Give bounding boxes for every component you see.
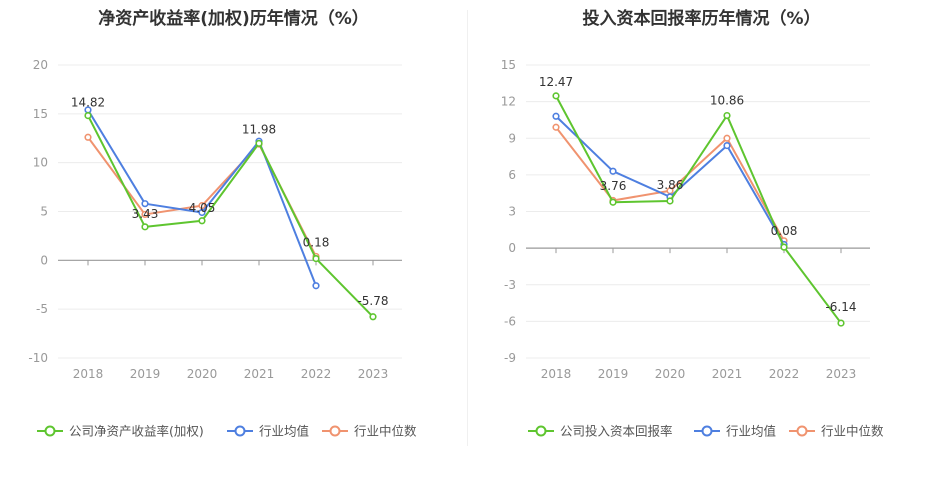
data-point <box>312 282 320 290</box>
data-point <box>609 198 617 206</box>
y-tick-label: -6 <box>504 314 516 328</box>
legend-marker <box>535 425 547 437</box>
x-tick-label: 2020 <box>655 367 686 381</box>
y-tick-label: -5 <box>36 302 48 316</box>
data-label: 0.08 <box>771 224 798 238</box>
data-point <box>312 254 320 263</box>
y-tick-label: 10 <box>33 156 48 170</box>
data-point <box>666 197 674 205</box>
data-point <box>141 223 149 231</box>
chart-title: 净资产收益率(加权)历年情况（%） <box>98 9 369 29</box>
data-point <box>369 313 377 321</box>
data-point <box>723 111 731 120</box>
data-label: -6.14 <box>825 300 856 314</box>
series-line <box>87 109 317 287</box>
data-point <box>84 133 92 141</box>
roic-chart-svg: 15 12 9 6 3 0 -3 -6 -9 2018 2019 2020 2021 2022 2023 12… <box>501 58 884 439</box>
x-tick-label: 2023 <box>358 367 389 381</box>
x-tick-label: 2019 <box>130 367 161 381</box>
data-point <box>723 134 731 142</box>
data-point <box>837 319 845 327</box>
y-tick-label: -10 <box>28 351 48 365</box>
data-point <box>141 210 149 219</box>
legend-label: 行业均值 <box>259 424 309 439</box>
roe-chart-svg: 20 15 10 5 0 -5 -10 2018 2019 2020 2021 2022 2023 14.… <box>28 58 417 439</box>
data-point <box>198 202 206 210</box>
legend-marker <box>44 425 56 437</box>
x-tick-label: 2020 <box>187 367 218 381</box>
y-tick-label: 12 <box>501 95 516 109</box>
data-label: 0.18 <box>303 236 330 250</box>
legend-marker <box>234 425 246 437</box>
series-line <box>87 115 374 318</box>
y-tick-label: 0 <box>508 241 516 255</box>
y-tick-label: -9 <box>504 351 516 365</box>
data-point <box>552 92 560 100</box>
data-point <box>198 208 206 217</box>
chart-title: 投入资本回报率历年情况（%） <box>582 9 821 29</box>
data-label: 11.98 <box>242 122 276 136</box>
x-tick-label: 2021 <box>712 367 743 381</box>
y-tick-label: 9 <box>508 131 516 145</box>
legend-marker <box>796 425 808 437</box>
series-line <box>555 95 842 324</box>
data-label: 10.86 <box>710 94 744 108</box>
data-label: -5.78 <box>357 294 388 308</box>
y-tick-label: 20 <box>33 58 48 72</box>
y-tick-label: 15 <box>33 107 48 121</box>
x-tick-label: 2018 <box>541 367 572 381</box>
legend-label: 行业均值 <box>726 424 776 439</box>
x-tick-label: 2022 <box>301 367 332 381</box>
y-tick-label: 6 <box>508 168 516 182</box>
x-tick-label: 2018 <box>73 367 104 381</box>
data-label: 3.86 <box>657 178 684 192</box>
x-tick-label: 2023 <box>826 367 857 381</box>
data-point <box>723 141 731 150</box>
data-point <box>84 111 92 120</box>
legend-marker <box>329 425 341 437</box>
data-label: 3.76 <box>600 179 627 193</box>
data-label: 14.82 <box>71 96 105 110</box>
roic-chart-panel: 投入资本回报率历年情况（%） 15 12 9 6 3 0 -3 -6 -9 2018 2019 202… <box>468 0 935 480</box>
x-tick-label: 2022 <box>769 367 800 381</box>
data-point <box>141 200 149 208</box>
data-point <box>552 112 560 120</box>
x-tick-label: 2021 <box>244 367 275 381</box>
roe-chart-panel: 净资产收益率(加权)历年情况（%） 20 15 10 5 0 -5 -10 2018 2019 2… <box>0 0 467 480</box>
data-point <box>552 123 560 131</box>
legend-label: 行业中位数 <box>354 424 417 439</box>
data-point <box>780 243 788 251</box>
legend-marker <box>701 425 713 437</box>
data-point <box>255 139 263 147</box>
data-point <box>198 217 206 225</box>
data-label: 12.47 <box>539 75 573 89</box>
data-point <box>609 167 617 175</box>
y-tick-label: 3 <box>508 205 516 219</box>
y-tick-label: 5 <box>40 205 48 219</box>
data-label: 3.43 <box>132 207 159 221</box>
y-tick-label: 0 <box>40 253 48 267</box>
legend-label: 行业中位数 <box>821 424 884 439</box>
y-tick-label: -3 <box>504 278 516 292</box>
panel-divider <box>467 10 468 446</box>
y-tick-label: 15 <box>501 58 516 72</box>
legend-label: 公司投入资本回报率 <box>560 424 673 439</box>
data-label: 4.05 <box>189 201 216 215</box>
legend-label: 公司净资产收益率(加权) <box>69 424 204 439</box>
x-tick-label: 2019 <box>598 367 629 381</box>
